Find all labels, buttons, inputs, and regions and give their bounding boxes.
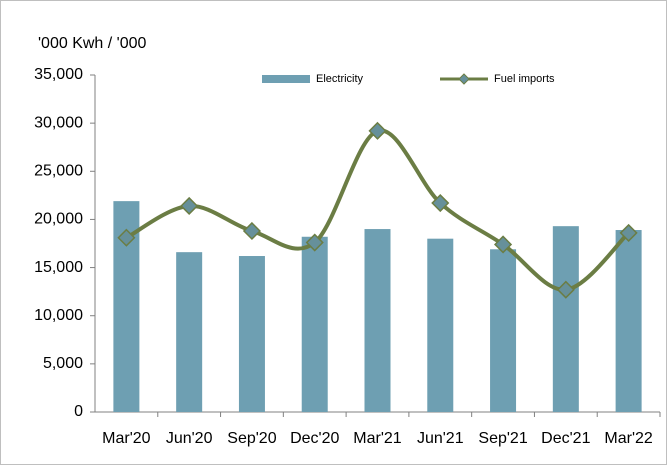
marker xyxy=(180,196,199,216)
bar xyxy=(301,236,328,412)
marker xyxy=(368,121,387,140)
bar xyxy=(364,229,391,412)
marker xyxy=(305,233,324,252)
marker xyxy=(431,193,450,213)
bar xyxy=(552,226,579,412)
marker xyxy=(493,235,513,254)
x-tick-label: Jun'20 xyxy=(166,430,213,447)
y-tick-label: 15,000 xyxy=(34,259,83,276)
y-tick-label: 10,000 xyxy=(34,307,83,324)
x-tick-label: Sep'21 xyxy=(478,430,527,447)
x-tick-label: Jun'21 xyxy=(417,430,464,447)
y-tick-label: 30,000 xyxy=(34,114,83,131)
x-tick-label: Mar'21 xyxy=(353,430,402,447)
y-tick-label: 25,000 xyxy=(34,163,83,180)
legend-label: Fuel imports xyxy=(494,73,555,85)
legend-marker xyxy=(458,73,470,85)
marker xyxy=(117,228,136,247)
x-tick-label: Mar'22 xyxy=(604,430,653,447)
marker xyxy=(242,221,262,241)
y-tick-label: 35,000 xyxy=(34,66,83,83)
bar xyxy=(238,256,265,412)
x-tick-label: Dec'21 xyxy=(541,430,590,447)
y-axis-label: '000 Kwh / '000 xyxy=(38,35,147,52)
marker xyxy=(619,223,638,242)
x-tick-label: Sep'20 xyxy=(227,430,276,447)
x-tick-label: Dec'20 xyxy=(290,430,339,447)
bar xyxy=(427,238,454,412)
bar xyxy=(176,252,203,412)
bar xyxy=(490,249,517,412)
y-tick-label: 20,000 xyxy=(34,211,83,228)
bar xyxy=(615,230,642,412)
legend-label: Electricity xyxy=(316,73,364,85)
y-tick-label: 5,000 xyxy=(43,355,83,372)
marker xyxy=(556,280,575,299)
legend-swatch xyxy=(262,75,310,83)
x-tick-label: Mar'20 xyxy=(102,430,151,447)
y-tick-label: 0 xyxy=(74,403,83,420)
